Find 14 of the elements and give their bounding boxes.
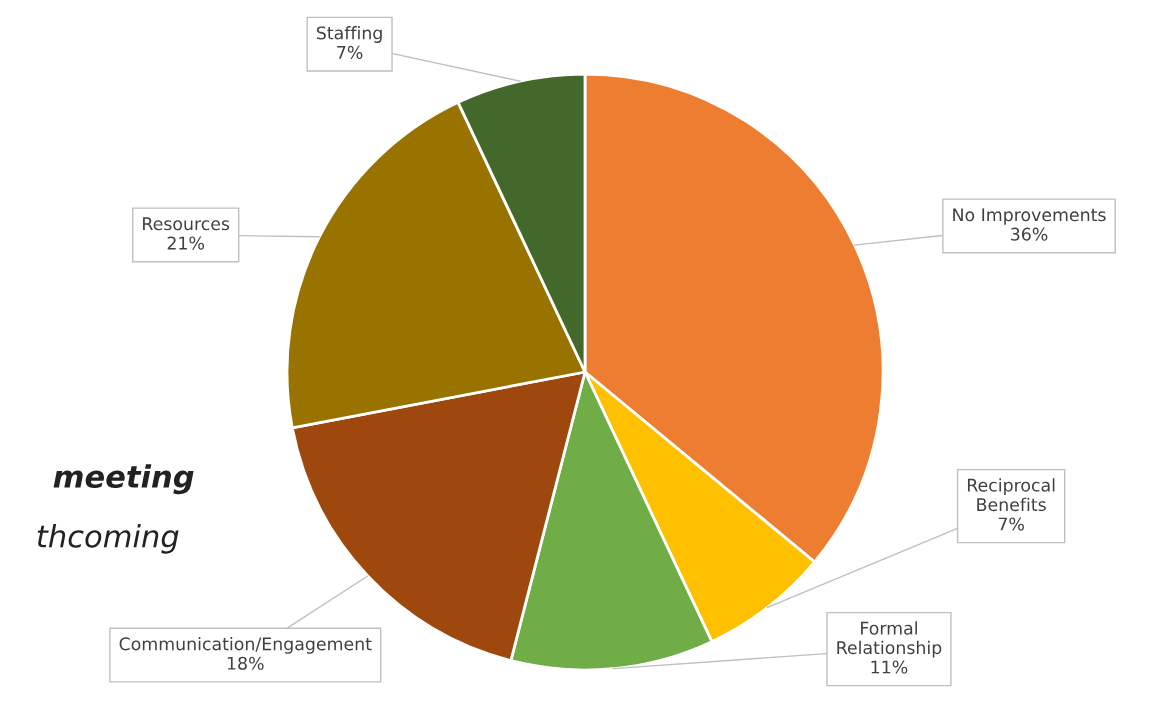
slice-label: Communication/Engagement [119, 636, 372, 654]
slice-label: Formal Relationship [837, 621, 942, 658]
slice-label: Staffing [316, 26, 382, 43]
data-label: 36% [1011, 227, 1048, 241]
data-label: 11% [871, 660, 908, 674]
text: thcoming [37, 524, 179, 554]
data-label: 21% [167, 236, 205, 250]
data-label: 18% [227, 656, 264, 670]
slice-label: No Improvements [953, 208, 1106, 225]
slice-label: Resources [143, 217, 230, 231]
slice-label: Reciprocal Benefits [967, 478, 1055, 512]
data-label: 7% [998, 517, 1024, 531]
text: meeting [53, 464, 194, 495]
data-label: 7% [337, 45, 363, 59]
